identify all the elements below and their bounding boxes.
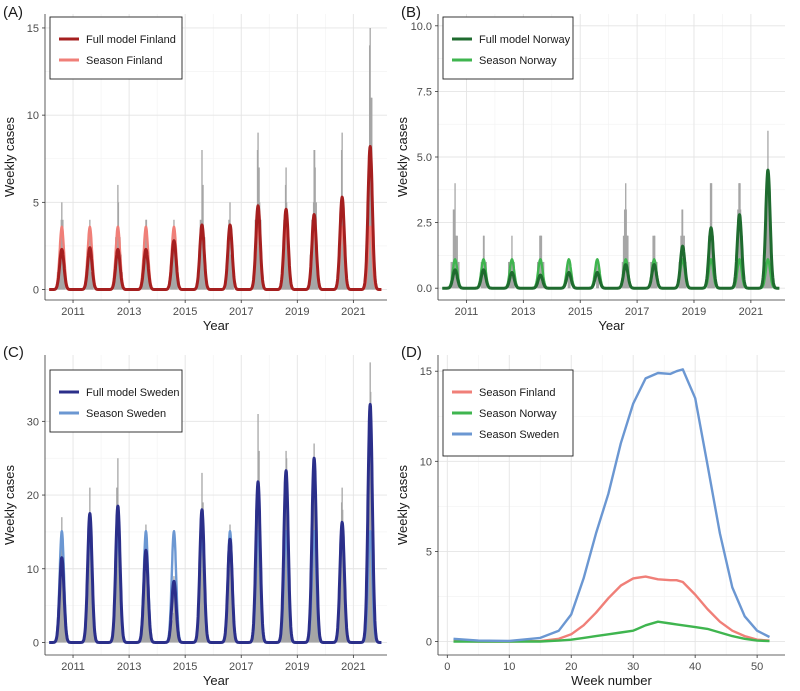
y-tick-label: 15 bbox=[420, 366, 432, 378]
season-line bbox=[453, 575, 770, 643]
legend: Full model Finland Season Finland bbox=[49, 16, 183, 80]
x-tick-label: 40 bbox=[689, 661, 701, 673]
panel-a: (A) 2011 2013 2015 2017 2019 2021 0 5 10 15 Year We… bbox=[2, 4, 387, 333]
y-tick-label: 0.0 bbox=[417, 283, 432, 295]
panel-b-label: (B) bbox=[401, 4, 421, 21]
legend-label: Season Norway bbox=[479, 55, 557, 67]
x-tick-label: 20 bbox=[565, 661, 577, 673]
x-tick-label: 2015 bbox=[173, 306, 197, 318]
full-model-line bbox=[441, 168, 781, 290]
x-axis-title: Week number bbox=[571, 673, 652, 688]
y-tick-label: 30 bbox=[27, 416, 39, 428]
legend-label: Season Finland bbox=[479, 387, 555, 399]
panel-d: (D) 0 10 20 30 40 50 0 5 10 15 Week number Weekly c… bbox=[395, 344, 785, 688]
x-tick-label: 2021 bbox=[739, 306, 763, 318]
panel-d-label: (D) bbox=[401, 344, 422, 361]
panel-c-label: (C) bbox=[3, 344, 24, 361]
x-tick-label: 2017 bbox=[229, 306, 253, 318]
x-axis-title: Year bbox=[598, 318, 625, 333]
legend: Season Finland Season Norway Season Sweden bbox=[442, 369, 574, 457]
x-tick-label: 2015 bbox=[568, 306, 592, 318]
panel-a-label: (A) bbox=[3, 4, 23, 21]
season-line bbox=[453, 368, 771, 643]
x-tick-label: 2011 bbox=[61, 306, 85, 318]
y-tick-label: 0 bbox=[426, 636, 432, 648]
x-tick-label: 2011 bbox=[455, 306, 479, 318]
x-tick-label: 2011 bbox=[61, 661, 85, 673]
panel-c: (C) 2011 2013 2015 2017 2019 2021 0 10 20 30 Year W… bbox=[2, 344, 387, 688]
season-line bbox=[453, 620, 770, 643]
y-tick-label: 2.5 bbox=[417, 218, 432, 230]
x-tick-label: 2015 bbox=[173, 661, 197, 673]
legend: Full model Norway Season Norway bbox=[442, 16, 574, 80]
y-tick-label: 10 bbox=[27, 564, 39, 576]
y-tick-label: 5.0 bbox=[417, 152, 432, 164]
y-tick-label: 10.0 bbox=[411, 21, 432, 33]
x-tick-label: 2019 bbox=[285, 306, 309, 318]
legend-label: Season Sweden bbox=[479, 429, 559, 441]
legend: Full model Sweden Season Sweden bbox=[49, 369, 183, 433]
legend-label: Full model Norway bbox=[479, 34, 571, 46]
y-tick-label: 5 bbox=[426, 546, 432, 558]
x-tick-label: 2019 bbox=[682, 306, 706, 318]
x-tick-label: 30 bbox=[627, 661, 639, 673]
x-axis-title: Year bbox=[203, 673, 230, 688]
legend-label: Full model Finland bbox=[86, 34, 176, 46]
legend-box bbox=[442, 16, 574, 80]
x-tick-label: 2017 bbox=[229, 661, 253, 673]
x-tick-label: 10 bbox=[503, 661, 515, 673]
y-axis-title: Weekly cases bbox=[395, 465, 410, 545]
y-tick-label: 10 bbox=[27, 110, 39, 122]
x-tick-label: 2021 bbox=[341, 661, 365, 673]
y-tick-label: 0 bbox=[33, 285, 39, 297]
x-tick-label: 2013 bbox=[117, 661, 141, 673]
y-tick-label: 7.5 bbox=[417, 86, 432, 98]
y-axis-title: Weekly cases bbox=[395, 117, 410, 197]
y-tick-label: 0 bbox=[33, 637, 39, 649]
y-tick-label: 5 bbox=[33, 197, 39, 209]
legend-label: Season Norway bbox=[479, 408, 557, 420]
panel-b: (B) 2011 2013 2015 2017 2019 2021 0.0 2.5 5.0 7.5… bbox=[395, 4, 785, 333]
y-axis-title: Weekly cases bbox=[2, 117, 17, 197]
y-tick-label: 15 bbox=[27, 23, 39, 35]
legend-box bbox=[49, 369, 183, 433]
x-tick-label: 2013 bbox=[117, 306, 141, 318]
legend-box bbox=[49, 16, 183, 80]
legend-label: Season Sweden bbox=[86, 408, 166, 420]
x-tick-label: 0 bbox=[444, 661, 450, 673]
x-axis-title: Year bbox=[203, 318, 230, 333]
y-tick-label: 10 bbox=[420, 456, 432, 468]
x-tick-label: 2017 bbox=[625, 306, 649, 318]
y-axis-title: Weekly cases bbox=[2, 465, 17, 545]
legend-label: Season Finland bbox=[86, 55, 162, 67]
x-tick-label: 2021 bbox=[341, 306, 365, 318]
x-tick-label: 2013 bbox=[511, 306, 535, 318]
legend-label: Full model Sweden bbox=[86, 387, 180, 399]
y-tick-label: 20 bbox=[27, 490, 39, 502]
x-tick-label: 2019 bbox=[285, 661, 309, 673]
full-model-line bbox=[48, 145, 383, 291]
x-tick-label: 50 bbox=[751, 661, 763, 673]
full-model-line bbox=[48, 402, 383, 644]
